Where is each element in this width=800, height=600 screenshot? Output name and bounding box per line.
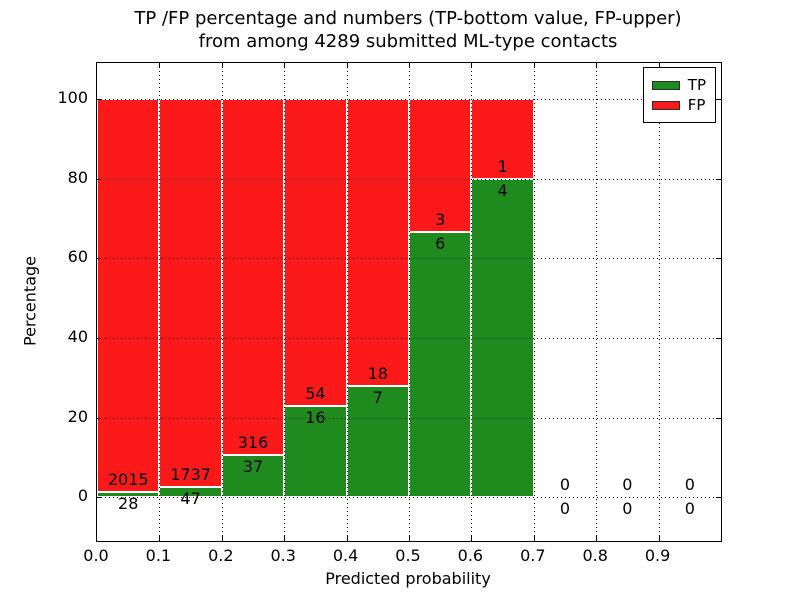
x-axis-label: Predicted probability (325, 569, 491, 588)
vertical-gridline (346, 63, 348, 541)
x-tick-label: 0.9 (644, 546, 671, 565)
legend-item-tp: TP (651, 76, 706, 94)
bar-segment-tp (409, 231, 472, 498)
chart-title-line1: TP /FP percentage and numbers (TP-bottom… (134, 8, 682, 29)
x-tick-label: 0.5 (395, 546, 421, 565)
x-tick-label: 0.8 (582, 546, 608, 565)
bar-segment-fp (159, 98, 222, 487)
x-tickmark-top (409, 63, 410, 68)
y-tickmark-left (97, 98, 102, 100)
fp-count-label: 0 (684, 475, 695, 495)
fp-count-label: 1 (497, 156, 508, 176)
x-tickmark-top (533, 63, 535, 68)
tp-count-label: 4 (497, 180, 508, 200)
tp-count-label: 37 (242, 457, 264, 477)
vertical-gridline (658, 63, 660, 541)
y-tickmark-right (716, 258, 721, 260)
y-tickmark-right (716, 178, 721, 180)
x-tick-label: 0.7 (520, 546, 546, 565)
x-tickmark-bottom (159, 536, 161, 541)
bar-segment-tp (97, 491, 160, 498)
x-tickmark-bottom (221, 536, 223, 541)
legend-label-tp: TP (687, 76, 706, 94)
fp-count-label: 3 (435, 209, 446, 229)
y-tick-label: 60 (67, 247, 88, 267)
tp-count-label: 47 (180, 488, 201, 508)
tp-count-label: 28 (118, 493, 139, 513)
bar-segment-tp (221, 455, 285, 498)
legend-item-fp: FP (651, 96, 706, 114)
plot-area: 2015 28 1737 47 316 37 54 16 18 7 3 6 1 4 0 0 0 0 0 0 TP FP (96, 62, 722, 542)
legend: TP FP (642, 67, 716, 123)
x-tick-label: 0.6 (457, 546, 484, 565)
chart-title-line2: from among 4289 submitted ML-type contac… (198, 31, 618, 52)
vertical-gridline (533, 63, 535, 541)
y-tick-label: 20 (67, 406, 88, 426)
vertical-gridline (221, 63, 223, 541)
vertical-gridline (159, 63, 161, 541)
tp-count-label: 7 (372, 387, 383, 407)
x-tickmark-top (471, 63, 473, 68)
x-tickmark-top (596, 63, 598, 68)
x-tickmark-top (221, 63, 223, 68)
tp-count-label: 0 (684, 499, 695, 519)
x-tickmark-top (159, 63, 161, 68)
bar-segment-fp (346, 98, 409, 386)
fp-color-swatch-icon (651, 100, 680, 110)
y-tickmark-right (716, 497, 721, 499)
fp-count-label: 316 (237, 433, 269, 453)
x-tickmark-bottom (471, 536, 473, 541)
x-tickmark-bottom (284, 536, 286, 541)
fp-count-label: 0 (622, 475, 633, 495)
y-tick-label: 100 (57, 87, 88, 107)
fp-count-label: 1737 (170, 464, 211, 484)
vertical-gridline (471, 63, 473, 541)
bar-segment-fp (97, 98, 160, 492)
tp-count-label: 16 (305, 408, 326, 428)
y-tickmark-right (716, 337, 721, 339)
x-tickmark-top (658, 63, 660, 68)
vertical-gridline (409, 63, 410, 541)
bar-segment-fp (471, 98, 534, 179)
fp-count-label: 54 (305, 384, 326, 404)
y-tickmark-left (97, 178, 102, 180)
tp-count-label: 6 (435, 233, 446, 253)
chart-title: TP /FP percentage and numbers (TP-bottom… (96, 7, 720, 53)
x-tickmark-bottom (596, 536, 598, 541)
y-tickmark-left (97, 417, 102, 419)
x-tickmark-bottom (658, 536, 660, 541)
tp-count-label: 0 (559, 499, 571, 519)
x-tick-label: 0.3 (270, 546, 296, 565)
fp-count-label: 2015 (107, 469, 149, 489)
y-tickmark-left (97, 258, 102, 260)
x-tickmark-top (346, 63, 348, 68)
x-tick-label: 0.4 (332, 546, 359, 565)
x-tickmark-bottom (346, 536, 348, 541)
vertical-gridline (596, 63, 598, 541)
fp-count-label: 18 (367, 363, 388, 383)
vertical-gridline (284, 63, 286, 541)
tp-count-label: 0 (622, 499, 633, 519)
x-tick-label: 0.1 (145, 546, 172, 565)
y-tickmark-right (716, 417, 721, 419)
tp-color-swatch-icon (651, 80, 680, 90)
x-tickmark-bottom (409, 536, 410, 541)
y-tickmark-left (97, 337, 102, 339)
y-tick-label: 80 (67, 167, 88, 187)
x-tick-label: 0.0 (83, 546, 109, 565)
bar-segment-fp (284, 98, 347, 407)
y-tick-label: 40 (67, 326, 88, 346)
legend-label-fp: FP (687, 96, 706, 114)
fp-count-label: 0 (559, 475, 571, 495)
x-tickmark-bottom (533, 536, 535, 541)
x-tick-label: 0.2 (208, 546, 234, 565)
y-tick-label: 0 (77, 486, 88, 506)
bar-segment-fp (221, 98, 285, 456)
x-tickmark-top (284, 63, 286, 68)
y-tickmark-right (716, 98, 721, 100)
y-tickmark-left (97, 497, 102, 499)
